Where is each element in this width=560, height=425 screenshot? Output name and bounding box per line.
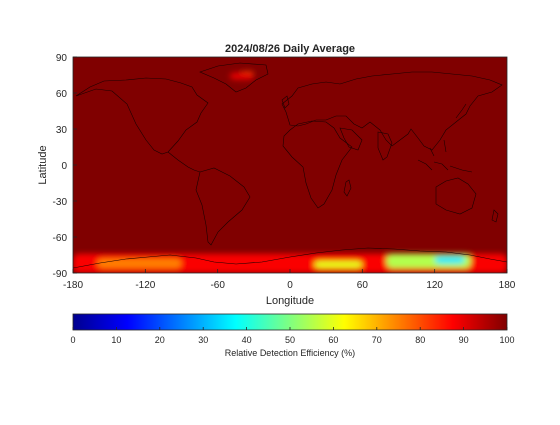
chart-title: 2024/08/26 Daily Average <box>225 43 355 55</box>
colorbar-tick-label: 20 <box>155 335 165 345</box>
colorbar-tick-label: 90 <box>459 335 469 345</box>
coastline-madagascar <box>343 179 352 197</box>
x-tick-label: -60 <box>210 280 225 291</box>
colorbar-tick-label: 50 <box>285 335 295 345</box>
colorbar-tick-label: 40 <box>242 335 252 345</box>
field-cell <box>229 72 254 80</box>
colorbar-ticks: 0 10 20 30 40 50 60 70 80 90 100 <box>70 327 515 345</box>
coastline-arabia <box>339 127 363 151</box>
colorbar-tick-label: 0 <box>70 335 75 345</box>
colorbar-tick-label: 10 <box>111 335 121 345</box>
y-axis: 90 60 30 0 -30 -60 -90 <box>53 53 77 280</box>
x-tick-label: 120 <box>426 280 443 291</box>
coastline-north-america <box>75 77 209 155</box>
x-tick-label: 60 <box>357 280 369 291</box>
field-cell <box>97 258 182 269</box>
coastline-central-america <box>167 151 201 173</box>
colorbar-label: Relative Detection Efficiency (%) <box>225 348 355 358</box>
y-tick-label: 60 <box>56 89 68 100</box>
coastline-japan <box>455 103 467 119</box>
coastlines <box>73 62 507 269</box>
coastline-maritime-se-asia <box>417 139 473 173</box>
field-layer <box>73 71 507 273</box>
x-tick-label: 180 <box>499 280 516 291</box>
y-tick-label: 30 <box>56 125 68 136</box>
y-tick-label: -30 <box>53 197 68 208</box>
x-tick-label: -120 <box>135 280 155 291</box>
colorbar-tick-label: 70 <box>372 335 382 345</box>
y-axis-label: Latitude <box>37 145 49 184</box>
colorbar: 0 10 20 30 40 50 60 70 80 90 100 Relative Detectio… <box>70 313 515 358</box>
field-cell <box>314 261 363 269</box>
y-tick-label: 0 <box>61 161 67 172</box>
coastline-eurasia <box>281 71 503 151</box>
coastline-south-america <box>195 167 251 246</box>
x-tick-label: 0 <box>287 280 293 291</box>
colorbar-tick-label: 100 <box>499 335 514 345</box>
x-axis-label: Longitude <box>266 295 314 307</box>
x-tick-label: -180 <box>63 280 83 291</box>
coastline-africa <box>282 120 353 209</box>
y-tick-label: 90 <box>56 53 68 64</box>
coastline-australia <box>435 177 477 215</box>
plot-area <box>73 57 507 273</box>
coastline-new-zealand <box>491 209 499 223</box>
coastline-greenland <box>199 62 269 93</box>
coastline-india <box>377 131 393 161</box>
y-tick-label: -90 <box>53 269 68 280</box>
colorbar-tick-label: 80 <box>415 335 425 345</box>
y-tick-label: -60 <box>53 233 68 244</box>
field-cell <box>434 256 465 264</box>
colorbar-tick-label: 60 <box>328 335 338 345</box>
colorbar-tick-label: 30 <box>198 335 208 345</box>
x-axis: -180 -120 -60 0 60 120 180 <box>63 269 516 291</box>
coastline-antarctica <box>73 247 507 269</box>
coastline-uk <box>281 95 290 109</box>
